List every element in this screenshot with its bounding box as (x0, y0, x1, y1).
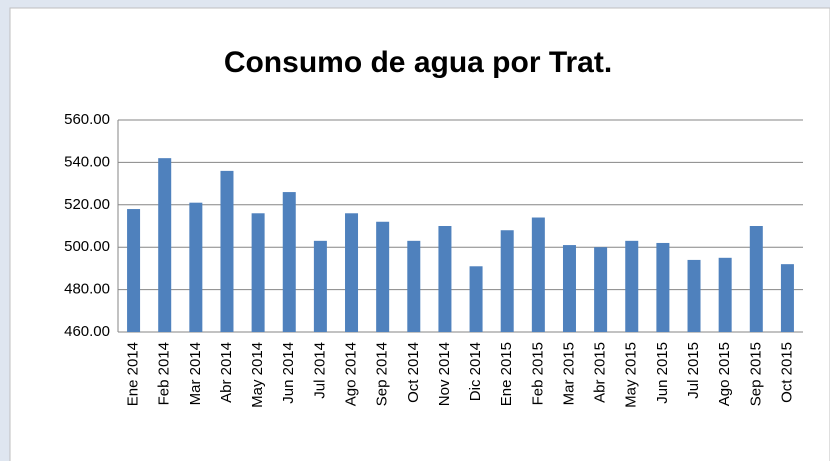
chart-area (9, 7, 830, 461)
x-tick-label: Ago 2015 (716, 342, 733, 406)
x-tick-label: May 2014 (249, 342, 266, 408)
bar (438, 226, 452, 332)
bar (158, 158, 172, 332)
x-tick-label: Ene 2015 (498, 342, 515, 406)
y-tick-label: 460.00 (64, 323, 110, 340)
bar (189, 202, 203, 332)
x-tick-label: Jul 2014 (311, 342, 328, 399)
x-tick-label: Abr 2014 (218, 342, 235, 403)
x-tick-label: Jul 2015 (685, 342, 702, 399)
bar (687, 259, 701, 332)
x-tick-label: Nov 2014 (436, 342, 453, 406)
x-tick-label: Sep 2014 (374, 342, 391, 406)
bar (749, 226, 763, 332)
bar (531, 217, 545, 332)
bar (469, 266, 483, 332)
y-tick-label: 560.00 (64, 111, 110, 128)
x-tick-label: Ago 2014 (342, 342, 359, 406)
bar (127, 209, 141, 332)
x-tick-label: Abr 2015 (592, 342, 609, 403)
y-tick-label: 480.00 (64, 281, 110, 298)
bar (625, 240, 639, 332)
x-tick-label: Mar 2015 (560, 342, 577, 405)
y-tick-label: 520.00 (64, 196, 110, 213)
bar (313, 240, 327, 332)
bar (407, 240, 421, 332)
x-tick-label: Ene 2014 (125, 342, 142, 406)
x-tick-label: Jun 2014 (280, 342, 297, 404)
bar (376, 221, 390, 332)
y-tick-label: 500.00 (64, 238, 110, 255)
bar (780, 264, 794, 332)
chart-title: Consumo de agua por Trat. (224, 46, 612, 79)
x-tick-label: May 2015 (623, 342, 640, 408)
bar (718, 257, 732, 332)
bar (594, 247, 608, 332)
bar (562, 245, 576, 332)
bar (656, 242, 670, 332)
y-tick-label: 540.00 (64, 153, 110, 170)
bar (251, 213, 265, 332)
bar (282, 192, 296, 332)
x-tick-label: Feb 2015 (529, 342, 546, 405)
x-tick-label: Sep 2015 (747, 342, 764, 406)
bar (220, 170, 234, 332)
x-tick-label: Oct 2015 (778, 342, 795, 403)
bar (500, 230, 514, 332)
x-tick-label: Jun 2015 (654, 342, 671, 404)
x-tick-label: Mar 2014 (187, 342, 204, 405)
x-tick-label: Oct 2014 (405, 342, 422, 403)
x-tick-label: Dic 2014 (467, 342, 484, 401)
x-tick-label: Feb 2014 (156, 342, 173, 405)
bar (345, 213, 359, 332)
